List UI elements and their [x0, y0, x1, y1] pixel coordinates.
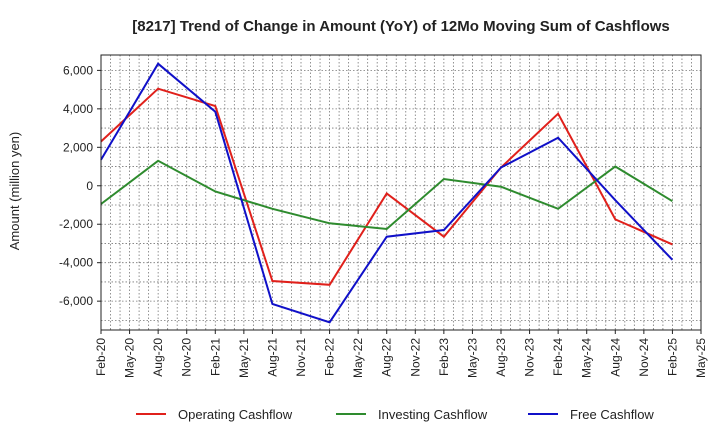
legend-label: Operating Cashflow [178, 407, 293, 422]
x-tick-label: Nov-24 [637, 338, 651, 377]
plot-frame [100, 54, 702, 331]
y-tick-label: -4,000 [59, 256, 93, 270]
x-tick-label: Feb-20 [94, 338, 108, 376]
x-tick-label: Aug-20 [151, 338, 165, 377]
x-tick-label: Aug-22 [380, 338, 394, 377]
legend: Operating Cashflow Investing Cashflow Free… [136, 407, 654, 422]
series-line-free-cashflow [100, 62, 674, 324]
y-tick-label: -6,000 [59, 294, 93, 308]
x-tick-label: May-23 [465, 338, 479, 378]
x-tick-label: Nov-21 [294, 338, 308, 377]
x-tick-label: May-20 [123, 338, 137, 378]
series-line-operating-cashflow [100, 87, 673, 286]
x-tick-label: Feb-25 [665, 338, 679, 376]
x-tick-label: Feb-21 [208, 338, 222, 376]
x-tick-label: Feb-22 [323, 338, 337, 376]
x-tick-label: May-24 [580, 338, 594, 378]
x-tick-label: Feb-24 [551, 338, 565, 376]
y-axis-label: Amount (million yen) [7, 132, 22, 251]
y-tick-label: 6,000 [63, 63, 93, 77]
x-tick-labels: Feb-20 May-20 Aug-20 Nov-20 Feb-21 May-21 Aug-… [94, 330, 708, 378]
x-tick-label: Nov-23 [523, 338, 537, 377]
x-tick-label: May-21 [237, 338, 251, 378]
series-lines [100, 62, 674, 324]
y-tick-label: -2,000 [59, 217, 93, 231]
x-tick-label: Feb-23 [437, 338, 451, 376]
legend-label: Free Cashflow [570, 407, 654, 422]
chart-title: [8217] Trend of Change in Amount (YoY) o… [132, 18, 670, 35]
grid-lines [100, 55, 702, 330]
series-line-investing-cashflow [100, 159, 673, 231]
x-tick-label: Aug-24 [608, 338, 622, 377]
legend-label: Investing Cashflow [378, 407, 488, 422]
x-tick-label: Nov-22 [408, 338, 422, 377]
y-tick-labels: 6,000 4,000 2,000 0 -2,000 -4,000 -6,000 [59, 63, 101, 308]
y-tick-label: 2,000 [63, 140, 93, 154]
x-tick-label: May-25 [694, 338, 708, 378]
x-tick-label: Aug-23 [494, 338, 508, 377]
x-tick-label: May-22 [351, 338, 365, 378]
y-tick-label: 4,000 [63, 102, 93, 116]
x-tick-label: Aug-21 [265, 338, 279, 377]
x-tick-label: Nov-20 [180, 338, 194, 377]
y-tick-label: 0 [86, 179, 93, 193]
